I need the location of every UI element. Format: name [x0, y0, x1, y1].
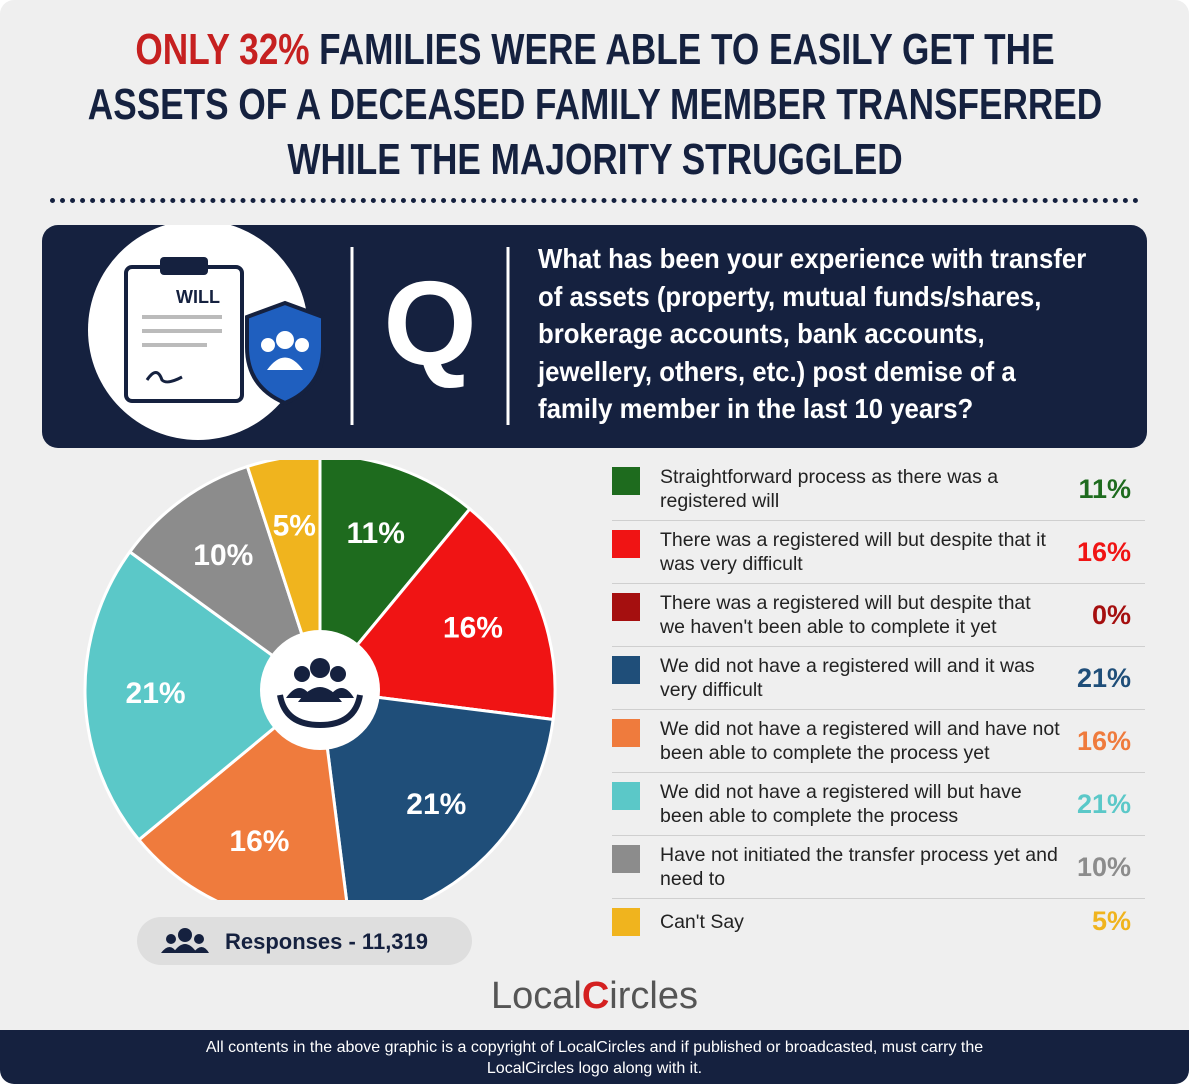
pie-slice	[127, 464, 323, 694]
legend-swatch	[612, 530, 640, 558]
legend-swatch	[612, 467, 640, 495]
slice-label: 21%	[126, 677, 186, 710]
legend-value: 16%	[1076, 725, 1131, 756]
legend-row: There was a registered will but despite …	[612, 584, 1145, 647]
legend-value: 11%	[1078, 473, 1131, 504]
footer-text: All contents in the above graphic is a c…	[205, 1039, 984, 1077]
pie-slice	[245, 460, 322, 691]
legend-row: We did not have a registered will and ha…	[612, 710, 1145, 773]
slice-label: 10%	[193, 539, 253, 572]
pie-chart: 11% 16% 21% 16% 21% 10% 5%	[83, 460, 557, 900]
slice-label: 11%	[347, 517, 405, 550]
legend-label: We did not have a registered will and ha…	[660, 718, 1060, 764]
icon-part	[310, 658, 330, 678]
footer: All contents in the above graphic is a c…	[0, 1030, 1189, 1084]
icon-part	[286, 687, 354, 702]
icon-part	[330, 666, 346, 682]
question-box: Q WILL	[42, 220, 1147, 448]
legend-label: Straightforward process as there was a r…	[660, 466, 999, 512]
legend-label: There was a registered will but despite …	[660, 592, 1031, 638]
divider	[50, 198, 1139, 203]
legend-swatch	[612, 656, 640, 684]
title-line: WHILE THE MAJORITY STRUGGLED	[287, 135, 903, 184]
question-mark: Q	[383, 257, 476, 391]
responses: Responses - 11,319	[225, 929, 429, 954]
legend-swatch	[612, 719, 640, 747]
legend-row: Have not initiated the transfer process …	[612, 836, 1145, 899]
slice-label: 16%	[443, 611, 503, 644]
icon-part	[294, 666, 310, 682]
slice-label: 16%	[229, 825, 289, 858]
legend-row: Can't Say 5%	[612, 899, 1145, 944]
legend-row: We did not have a registered will and it…	[612, 647, 1145, 710]
pie-slice	[318, 688, 555, 900]
legend-label: There was a registered will but despite …	[660, 529, 1046, 575]
title-line: ASSETS OF A DECEASED FAMILY MEMBER TRANS…	[87, 80, 1103, 129]
legend-row: We did not have a registered will but ha…	[612, 773, 1145, 836]
responses-pill: Responses - 11,319	[137, 917, 472, 965]
legend-label: Can't Say	[660, 910, 744, 933]
legend-label: We did not have a registered will but ha…	[660, 781, 1022, 827]
logo-mark: C	[581, 975, 610, 1017]
pie-slice	[318, 460, 472, 695]
question-graphics: Q WILL	[88, 220, 510, 440]
slice-label: 5%	[273, 509, 316, 542]
legend-label: Have not initiated the transfer process …	[660, 844, 1058, 890]
legend-value: 5%	[1091, 906, 1131, 936]
question: What has been your experience with trans…	[538, 243, 1087, 424]
title: ONLY 32% FAMILIES WERE ABLE TO EASILY GET…	[71, 22, 1119, 187]
icon-part	[277, 694, 363, 729]
legend-value: 10%	[1076, 851, 1131, 882]
legend-value: 21%	[1076, 662, 1131, 693]
logo-text: Local	[491, 975, 582, 1017]
title-highlight: ONLY 32%	[135, 25, 310, 74]
legend-value: 21%	[1076, 788, 1131, 819]
legend-swatch	[612, 845, 640, 873]
legend-row: There was a registered will but despite …	[612, 521, 1145, 584]
logo-text: ircles	[609, 975, 698, 1017]
icon-label: WILL	[176, 287, 220, 307]
pie-slice	[317, 506, 557, 722]
people-icon	[161, 928, 209, 953]
legend-value: 0%	[1091, 599, 1131, 630]
legend-swatch	[612, 593, 640, 621]
slice-label: 21%	[406, 788, 466, 821]
legend-row: Straightforward process as there was a r…	[612, 458, 1145, 521]
legend: Straightforward process as there was a r…	[612, 458, 1145, 944]
legend-swatch	[612, 908, 640, 936]
pie-slice	[83, 549, 323, 842]
legend-value: 16%	[1076, 536, 1131, 567]
legend-swatch	[612, 782, 640, 810]
logo: LocalCircles	[0, 975, 1189, 1018]
title-line: FAMILIES WERE ABLE TO EASILY GET THE	[319, 25, 1055, 74]
center-icon	[277, 658, 363, 729]
legend-label: We did not have a registered will and it…	[660, 655, 1035, 701]
